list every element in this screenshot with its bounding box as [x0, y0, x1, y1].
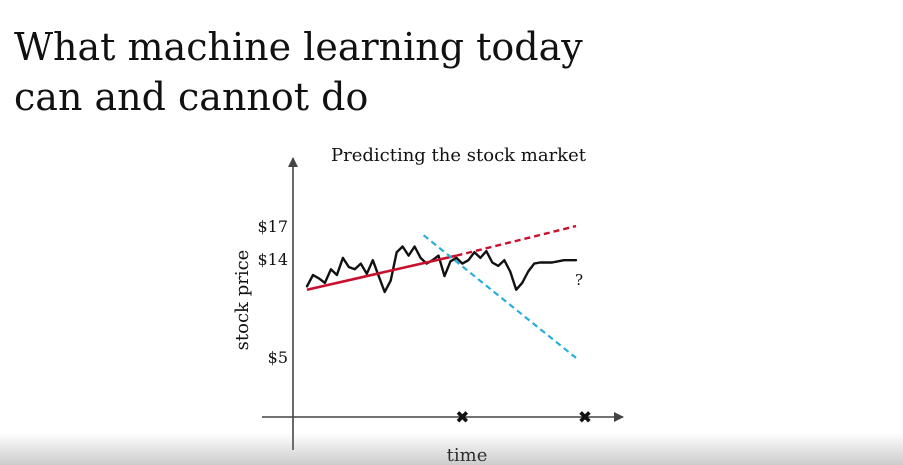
x-axis-marker-1: ✖	[455, 408, 469, 428]
question-mark-annotation: ?	[575, 271, 583, 289]
series-layer	[305, 224, 578, 359]
slide-title-line-2: can and cannot do	[14, 75, 369, 119]
marker-layer: ✖ ✖?	[455, 271, 592, 428]
x-axis-marker-2: ✖	[578, 408, 592, 428]
red-trend-line-dashed	[456, 224, 577, 257]
slide-title-line-1: What machine learning today	[14, 25, 583, 69]
y-tick-label-5: $5	[268, 348, 288, 367]
y-axis-label: stock price	[232, 250, 253, 351]
y-tick-label-14: $14	[257, 250, 288, 269]
blue-trend-line-dashed	[422, 234, 577, 359]
y-tick-label-17: $17	[257, 217, 288, 236]
red-trend-line-solid	[306, 254, 457, 291]
stock-price-series-line	[305, 245, 578, 294]
x-axis-label: time	[447, 445, 488, 465]
chart-title: Predicting the stock market	[331, 145, 587, 166]
slide-title: What machine learning today can and cann…	[14, 22, 583, 122]
